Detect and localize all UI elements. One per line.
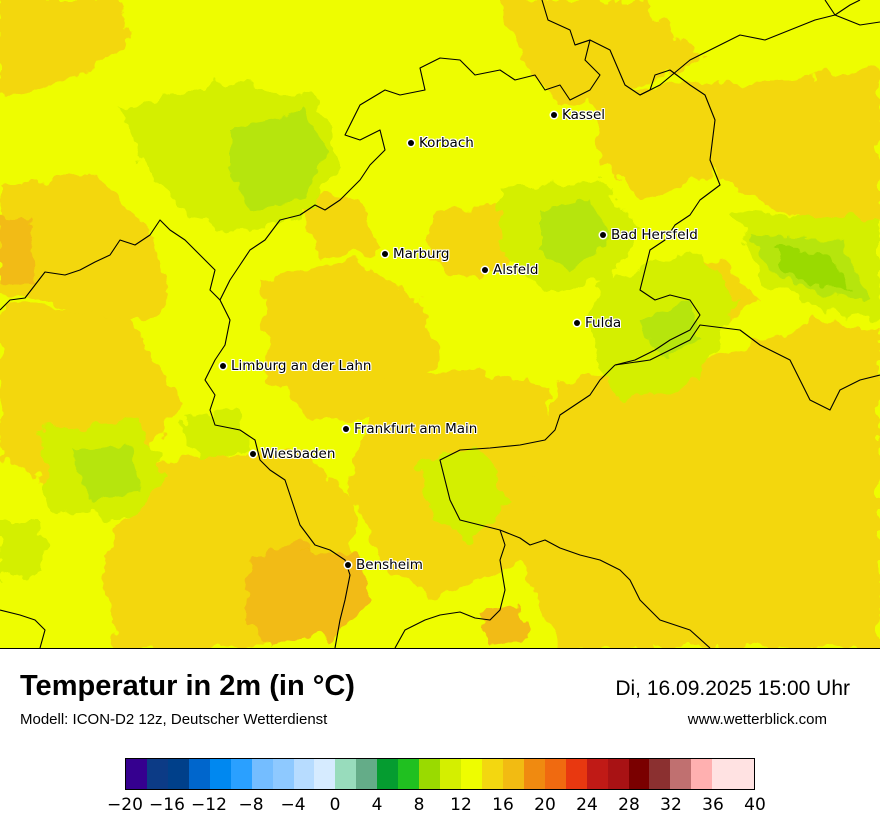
- city-marker-icon: [574, 320, 580, 326]
- coolest-areas: [775, 245, 850, 290]
- temperature-field: [0, 0, 880, 648]
- city-label: Limburg an der Lahn: [231, 358, 372, 374]
- model-info: Modell: ICON-D2 12z, Deutscher Wetterdie…: [20, 711, 328, 728]
- legend-swatch: [461, 759, 482, 789]
- city-label: Wiesbaden: [261, 446, 336, 462]
- legend-swatch: [188, 759, 210, 789]
- legend-swatch: [398, 759, 420, 789]
- legend-swatch: [586, 759, 608, 789]
- city-bad-hersfeld: Bad Hersfeld: [600, 227, 698, 243]
- city-label: Korbach: [419, 135, 474, 151]
- legend-tick-label: 20: [534, 795, 556, 815]
- legend-swatch: [628, 759, 650, 789]
- legend-tick-label: −20: [107, 795, 143, 815]
- legend-swatch: [565, 759, 587, 789]
- city-marker-icon: [551, 112, 557, 118]
- city-fulda: Fulda: [574, 315, 621, 331]
- legend-tick-label: 4: [371, 795, 383, 815]
- city-label: Alsfeld: [493, 262, 539, 278]
- city-label: Frankfurt am Main: [354, 421, 478, 437]
- city-label: Bensheim: [356, 557, 423, 573]
- legend-swatch: [356, 759, 378, 789]
- legend-swatch: [167, 759, 189, 789]
- legend-swatch: [335, 759, 357, 789]
- city-marker-icon: [345, 562, 351, 568]
- legend-tick-label: −4: [280, 795, 306, 815]
- color-legend: [125, 758, 755, 790]
- city-marker-icon: [343, 426, 349, 432]
- forecast-datetime: Di, 16.09.2025 15:00 Uhr: [615, 677, 850, 700]
- legend-tick-label: 36: [702, 795, 724, 815]
- legend-tick-label: −12: [191, 795, 227, 815]
- legend-swatch: [419, 759, 441, 789]
- legend-swatch: [523, 759, 545, 789]
- legend-swatch: [733, 759, 755, 789]
- legend-tick-label: 8: [413, 795, 425, 815]
- legend-swatch: [230, 759, 252, 789]
- city-alsfeld: Alsfeld: [482, 262, 538, 278]
- city-label: Kassel: [562, 107, 606, 123]
- legend-swatch: [146, 759, 168, 789]
- hot-areas: [0, 215, 530, 648]
- legend-swatch: [670, 759, 692, 789]
- legend-swatch: [691, 759, 713, 789]
- city-marburg: Marburg: [382, 246, 449, 262]
- legend-tick-label: −16: [149, 795, 185, 815]
- legend-swatch: [209, 759, 231, 789]
- city-marker-icon: [408, 140, 414, 146]
- legend-tick-label: 16: [492, 795, 514, 815]
- legend-ticks: −20 −16 −12 −8 −4 0 4 8 12 16 20 24 28 32 36 40: [0, 795, 880, 819]
- legend-tick-label: 0: [329, 795, 341, 815]
- legend-swatch: [272, 759, 294, 789]
- legend-tick-label: 32: [660, 795, 682, 815]
- city-limburg-an-der-lahn: Limburg an der Lahn: [220, 358, 371, 374]
- website-link[interactable]: www.wetterblick.com: [687, 711, 827, 728]
- legend-swatch: [607, 759, 629, 789]
- legend-swatch: [502, 759, 524, 789]
- city-marker-icon: [600, 232, 606, 238]
- legend-tick-label: 24: [576, 795, 598, 815]
- legend-swatch: [314, 759, 336, 789]
- city-kassel: Kassel: [551, 107, 605, 123]
- legend-swatch: [126, 759, 147, 789]
- map-title: Temperatur in 2m (in °C): [20, 670, 355, 702]
- city-label: Marburg: [393, 246, 450, 262]
- city-marker-icon: [250, 451, 256, 457]
- city-label: Bad Hersfeld: [611, 227, 698, 243]
- legend-tick-label: 40: [744, 795, 766, 815]
- city-frankfurt-am-main: Frankfurt am Main: [343, 421, 477, 437]
- legend-swatch: [649, 759, 671, 789]
- temperature-map[interactable]: Kassel Korbach Bad Hersfeld Marburg Alsf…: [0, 0, 880, 649]
- legend-tick-label: 12: [450, 795, 472, 815]
- city-label: Fulda: [585, 315, 622, 331]
- legend-swatch: [293, 759, 315, 789]
- legend-swatch: [377, 759, 399, 789]
- city-korbach: Korbach: [408, 135, 474, 151]
- legend-swatch: [481, 759, 503, 789]
- city-bensheim: Bensheim: [345, 557, 423, 573]
- legend-tick-label: 28: [618, 795, 640, 815]
- legend-swatch: [440, 759, 461, 789]
- city-marker-icon: [382, 251, 388, 257]
- legend-tick-label: −8: [238, 795, 264, 815]
- city-wiesbaden: Wiesbaden: [250, 446, 335, 462]
- city-marker-icon: [482, 267, 488, 273]
- legend-swatch: [544, 759, 566, 789]
- city-marker-icon: [220, 363, 226, 369]
- legend-swatch: [251, 759, 273, 789]
- legend-swatch: [712, 759, 734, 789]
